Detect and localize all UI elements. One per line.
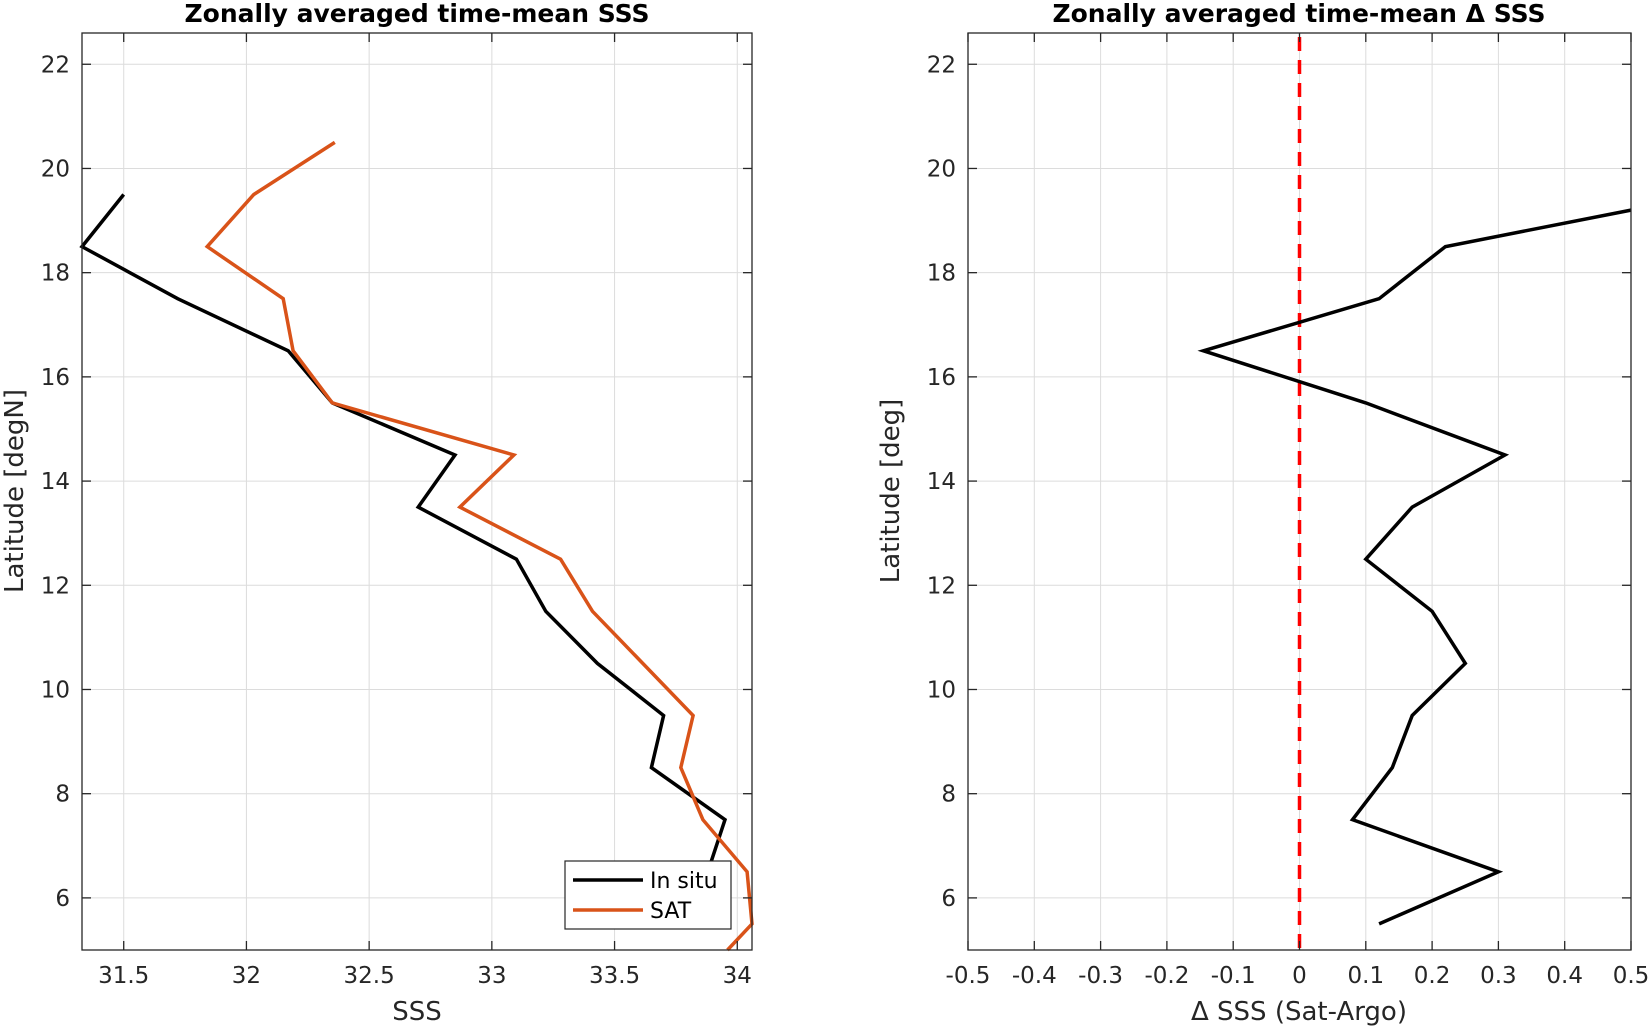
sss-panel: 31.5 32 32.5 33 33.5 34 6 8 10 12 14 16 18 20 22 Zonal…: [0, 0, 754, 1027]
y-tick-label: 6: [941, 886, 956, 912]
sss-chart-title: Zonally averaged time-mean SSS: [185, 0, 650, 28]
y-tick-label: 20: [41, 156, 70, 182]
y-tick-label: 12: [927, 573, 956, 599]
series-line-sat: [204, 140, 754, 952]
delta-series-lines: [1197, 208, 1632, 926]
sss-legend: In situ SAT: [564, 860, 732, 930]
sss-series-lines: [79, 140, 754, 952]
y-tick-label: 6: [55, 886, 70, 912]
series-line-in-situ: [79, 193, 729, 899]
x-tick-label: -0.1: [1211, 963, 1256, 989]
x-tick-label: -0.2: [1144, 963, 1189, 989]
y-tick-label: 14: [927, 469, 956, 495]
x-tick-label: 32.5: [344, 963, 395, 989]
delta-ticks: -0.5 -0.4 -0.3 -0.2 -0.1 0 0.1 0.2 0.3 0.4 0.5 6 8 10…: [927, 33, 1650, 989]
x-tick-label: 31.5: [98, 963, 149, 989]
delta-sss-panel: -0.5 -0.4 -0.3 -0.2 -0.1 0 0.1 0.2 0.3 0.4 0.5 6 8 10…: [876, 0, 1649, 1027]
delta-x-axis-label: Δ SSS (Sat-Argo): [1191, 997, 1407, 1027]
x-tick-label: 32: [232, 963, 261, 989]
y-tick-label: 22: [41, 52, 70, 78]
x-tick-label: 0.3: [1480, 963, 1517, 989]
x-tick-label: 0.4: [1546, 963, 1583, 989]
y-tick-label: 18: [927, 261, 956, 287]
y-tick-label: 20: [927, 156, 956, 182]
y-tick-label: 10: [41, 677, 70, 703]
y-tick-label: 16: [41, 365, 70, 391]
sss-x-axis-label: SSS: [392, 997, 442, 1027]
sss-ticks: 31.5 32 32.5 33 33.5 34 6 8 10 12 14 16 18 20 22: [41, 33, 752, 989]
y-tick-label: 22: [927, 52, 956, 78]
x-tick-label: 33.5: [589, 963, 640, 989]
series-line-delta-sss: [1197, 208, 1632, 926]
x-tick-label: -0.3: [1078, 963, 1123, 989]
delta-chart-title: Zonally averaged time-mean Δ SSS: [1053, 0, 1546, 28]
legend-box: [564, 860, 732, 930]
x-tick-label: 34: [723, 963, 752, 989]
y-tick-label: 10: [927, 677, 956, 703]
x-tick-label: 33: [477, 963, 506, 989]
y-tick-label: 16: [927, 365, 956, 391]
sss-grid: [82, 33, 752, 950]
x-tick-label: 0.5: [1613, 963, 1650, 989]
x-tick-label: 0: [1292, 963, 1307, 989]
x-tick-label: 0.2: [1414, 963, 1451, 989]
x-tick-label: 0.1: [1348, 963, 1385, 989]
x-tick-label: -0.4: [1012, 963, 1057, 989]
x-tick-label: -0.5: [946, 963, 991, 989]
legend-label-in-situ: In situ: [650, 869, 718, 894]
y-tick-label: 14: [41, 469, 70, 495]
sss-axes-box: [81, 32, 753, 951]
y-tick-label: 8: [941, 782, 956, 808]
y-tick-label: 12: [41, 573, 70, 599]
y-tick-label: 18: [41, 261, 70, 287]
y-tick-label: 8: [55, 782, 70, 808]
legend-label-sat: SAT: [650, 899, 692, 924]
sss-plot-area: [82, 33, 752, 950]
delta-y-axis-label: Latitude [deg]: [876, 399, 906, 584]
sss-y-axis-label: Latitude [degN]: [0, 389, 30, 593]
